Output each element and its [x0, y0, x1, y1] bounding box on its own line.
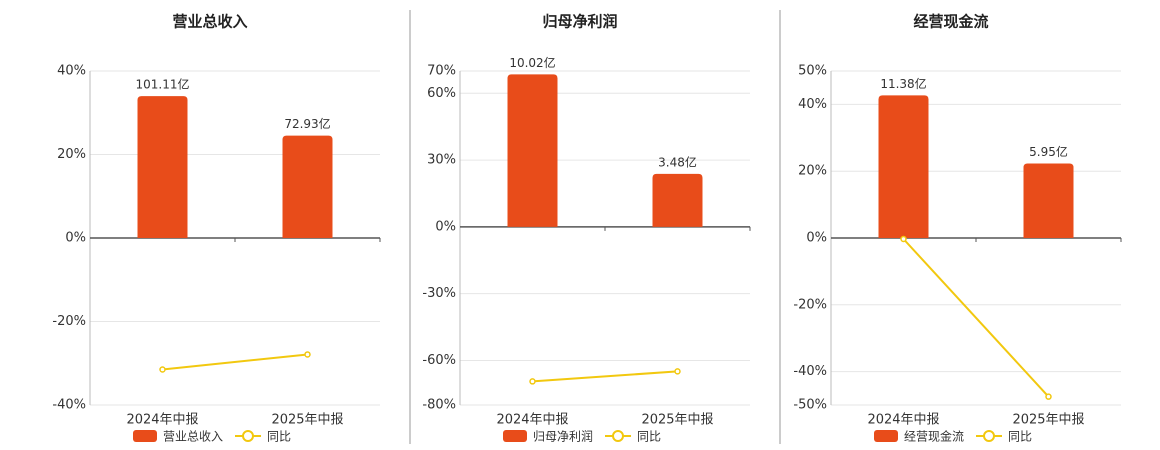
legend-label: 同比: [1008, 430, 1032, 444]
x-tick-label: 2025年中报: [271, 413, 343, 428]
legend-swatch: [874, 430, 898, 442]
chart-title: 营业总收入: [172, 13, 247, 31]
value-label: 5.95亿: [1029, 144, 1068, 159]
x-tick-label: 2024年中报: [496, 413, 568, 428]
y-tick-label: 40%: [57, 64, 86, 79]
line-point: [674, 368, 681, 375]
y-tick-label: -60%: [422, 353, 456, 368]
y-tick-label: 50%: [798, 64, 827, 79]
value-label: 11.38亿: [880, 76, 926, 91]
bar: [507, 74, 558, 227]
y-tick-label: 30%: [427, 153, 456, 168]
y-tick-label: -40%: [52, 398, 86, 413]
y-tick-label: 20%: [798, 164, 827, 179]
legend-swatch: [612, 430, 624, 442]
y-tick-label: -80%: [422, 398, 456, 413]
x-tick-label: 2025年中报: [1012, 413, 1084, 428]
line-point: [900, 235, 907, 243]
y-tick-label: 60%: [427, 86, 456, 101]
y-tick-label: 0%: [806, 231, 827, 246]
bar: [652, 173, 703, 227]
bar: [282, 135, 333, 238]
value-label: 101.11亿: [136, 77, 190, 92]
chart-title: 经营现金流: [913, 13, 988, 31]
legend-label: 同比: [637, 430, 661, 444]
legend-label: 营业总收入: [163, 430, 223, 444]
line-point: [159, 366, 166, 373]
x-tick-label: 2025年中报: [641, 413, 713, 428]
legend-swatch: [242, 430, 254, 442]
value-label: 10.02亿: [509, 55, 555, 70]
y-tick-label: -40%: [793, 364, 827, 379]
y-tick-label: 0%: [435, 219, 456, 234]
legend-swatch: [983, 430, 995, 442]
y-tick-label: -30%: [422, 286, 456, 301]
legend-label: 经营现金流: [904, 429, 964, 444]
legend-swatch: [503, 430, 527, 442]
y-tick-label: 70%: [427, 64, 456, 79]
x-tick-label: 2024年中报: [867, 413, 939, 428]
bar: [137, 96, 188, 238]
legend-label: 归母净利润: [533, 430, 593, 444]
bar: [1023, 163, 1074, 238]
y-tick-label: 20%: [57, 147, 86, 162]
y-tick-label: 0%: [65, 231, 86, 246]
y-tick-label: -50%: [793, 398, 827, 413]
line: [532, 370, 678, 383]
value-label: 72.93亿: [284, 116, 330, 131]
y-tick-label: -20%: [793, 297, 827, 312]
x-tick-label: 2024年中报: [126, 413, 198, 428]
y-tick-label: -20%: [52, 314, 86, 329]
line: [162, 353, 308, 371]
chart-title: 归母净利润: [542, 13, 617, 31]
line-point: [304, 351, 311, 358]
line: [902, 238, 1050, 398]
line-point: [1045, 393, 1052, 400]
value-label: 3.48亿: [658, 154, 697, 169]
legend-label: 同比: [267, 430, 291, 444]
y-tick-label: 40%: [798, 97, 827, 112]
bar: [878, 95, 929, 238]
line-point: [529, 378, 536, 385]
legend-swatch: [133, 430, 157, 442]
